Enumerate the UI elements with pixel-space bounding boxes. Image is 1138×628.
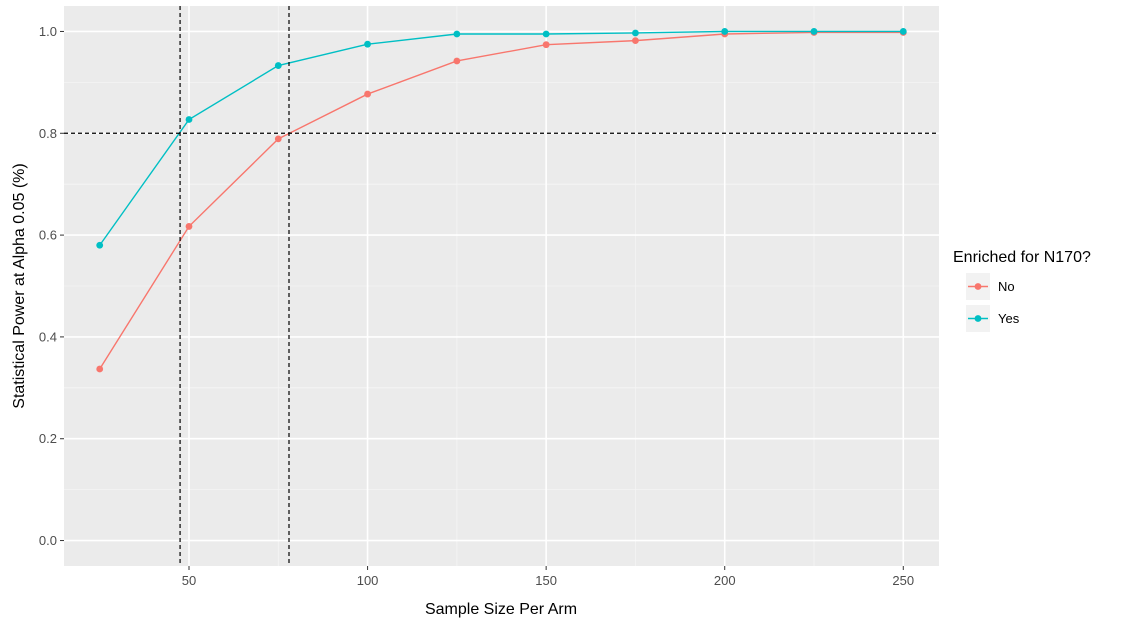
y-tick-label: 1.0 xyxy=(39,24,57,39)
axes: 50 100 150 200 250 0.0 0.2 0.4 0.6 0.8 1.0 xyxy=(39,24,914,588)
data-point-no xyxy=(274,135,282,143)
x-tick-label: 50 xyxy=(182,573,196,588)
data-point-no xyxy=(96,365,104,373)
data-point-yes xyxy=(185,116,193,123)
data-point-no xyxy=(542,41,550,49)
data-point-yes xyxy=(364,40,371,48)
legend-key-point-no xyxy=(974,283,982,290)
data-point-no xyxy=(364,90,371,98)
x-tick-label: 200 xyxy=(714,573,736,588)
legend-keys: No Yes xyxy=(966,273,1020,332)
y-tick-label: 0.0 xyxy=(39,533,57,548)
y-tick-label: 0.4 xyxy=(39,329,57,344)
data-point-yes xyxy=(542,30,550,38)
legend-key-point-yes xyxy=(974,315,982,322)
data-point-no xyxy=(632,37,639,45)
y-axis-title: Statistical Power at Alpha 0.05 (%) xyxy=(11,163,28,408)
x-tick-label: 150 xyxy=(535,573,557,588)
data-point-yes xyxy=(274,62,282,69)
legend-label-yes: Yes xyxy=(998,311,1020,326)
x-axis-title: Sample Size Per Arm xyxy=(425,601,577,618)
data-point-yes xyxy=(632,29,639,37)
legend-label-no: No xyxy=(998,279,1015,294)
data-point-yes xyxy=(721,28,729,35)
x-tick-label: 250 xyxy=(892,573,914,588)
data-point-yes xyxy=(453,30,461,38)
data-point-yes xyxy=(899,28,907,35)
legend-title: Enriched for N170? xyxy=(953,249,1091,266)
data-point-no xyxy=(453,57,461,65)
minor-gridlines xyxy=(64,6,939,566)
y-tick-label: 0.2 xyxy=(39,431,57,446)
y-tick-label: 0.6 xyxy=(39,228,57,243)
series-layer xyxy=(96,28,907,373)
series-line-no xyxy=(99,31,904,370)
legend: Enriched for N170? No Yes xyxy=(953,249,1091,332)
data-point-yes xyxy=(96,241,104,249)
data-point-yes xyxy=(810,28,818,35)
reference-lines xyxy=(64,6,939,566)
data-point-no xyxy=(185,223,193,230)
x-tick-label: 100 xyxy=(357,573,379,588)
series-line-yes xyxy=(99,30,904,246)
y-tick-label: 0.8 xyxy=(39,126,57,141)
